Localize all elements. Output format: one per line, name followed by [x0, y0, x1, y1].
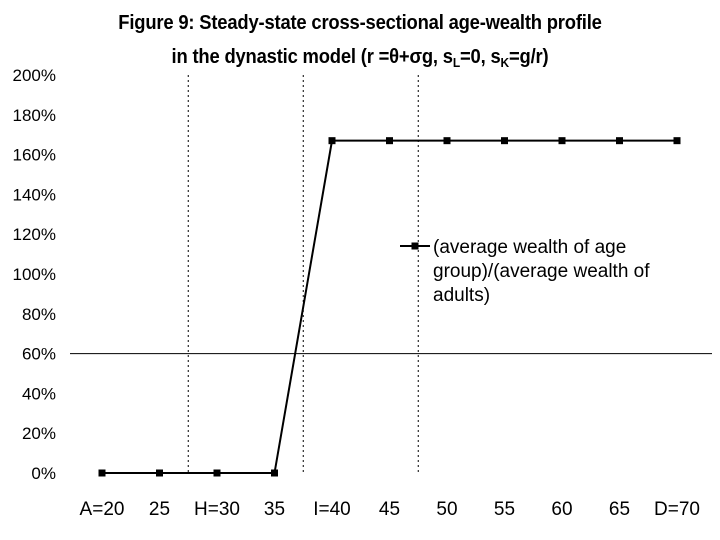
subtitle-sub-k: K	[500, 55, 510, 70]
x-tick-label: I=40	[313, 499, 351, 520]
x-tick-label: 35	[264, 499, 285, 520]
subtitle-part-3: =g/r)	[508, 46, 549, 68]
y-tick-label: 160%	[13, 146, 56, 165]
data-point	[271, 469, 278, 477]
x-tick-label: 45	[379, 499, 400, 520]
data-point	[673, 137, 681, 145]
x-tick-label: 60	[551, 499, 572, 520]
chart-title: Figure 9: Steady-state cross-sectional a…	[118, 12, 602, 34]
data-point	[328, 137, 336, 145]
data-point	[98, 469, 106, 477]
x-tick-label: 25	[149, 499, 170, 520]
data-point	[501, 137, 508, 145]
y-tick-label: 100%	[13, 265, 56, 284]
x-tick-label: 55	[494, 499, 515, 520]
legend-label: group)/(average wealth of	[433, 261, 650, 282]
y-tick-label: 120%	[13, 225, 56, 244]
data-point	[213, 469, 221, 477]
legend-marker	[411, 242, 419, 250]
data-point	[156, 469, 163, 477]
y-tick-label: 60%	[22, 345, 56, 364]
x-tick-label: 65	[609, 499, 630, 520]
y-tick-label: 20%	[22, 424, 56, 443]
chart-subtitle: in the dynastic model (r =θ+σg, sL=0, sK…	[29, 46, 691, 70]
data-point	[558, 137, 566, 145]
y-tick-label: 180%	[13, 106, 56, 125]
subtitle-part-2: =0, s	[459, 46, 501, 68]
x-tick-label: H=30	[194, 499, 240, 520]
x-tick-label: A=20	[80, 499, 125, 520]
x-tick-label: 50	[436, 499, 457, 520]
x-tick-label: D=70	[654, 499, 700, 520]
data-point	[616, 137, 623, 145]
data-point	[386, 137, 393, 145]
legend-label: adults)	[433, 285, 490, 306]
subtitle-sub-l: L	[452, 55, 460, 70]
y-tick-label: 200%	[13, 66, 56, 85]
y-tick-label: 0%	[31, 464, 56, 483]
y-tick-label: 140%	[13, 185, 56, 204]
y-tick-label: 80%	[22, 305, 56, 324]
legend-label: (average wealth of age	[433, 237, 626, 258]
y-tick-label: 40%	[22, 384, 56, 403]
subtitle-part-1: in the dynastic model (r =θ+σg, s	[171, 46, 453, 68]
data-point	[443, 137, 451, 145]
